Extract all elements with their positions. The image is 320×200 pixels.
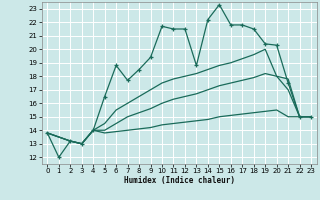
X-axis label: Humidex (Indice chaleur): Humidex (Indice chaleur)	[124, 176, 235, 185]
